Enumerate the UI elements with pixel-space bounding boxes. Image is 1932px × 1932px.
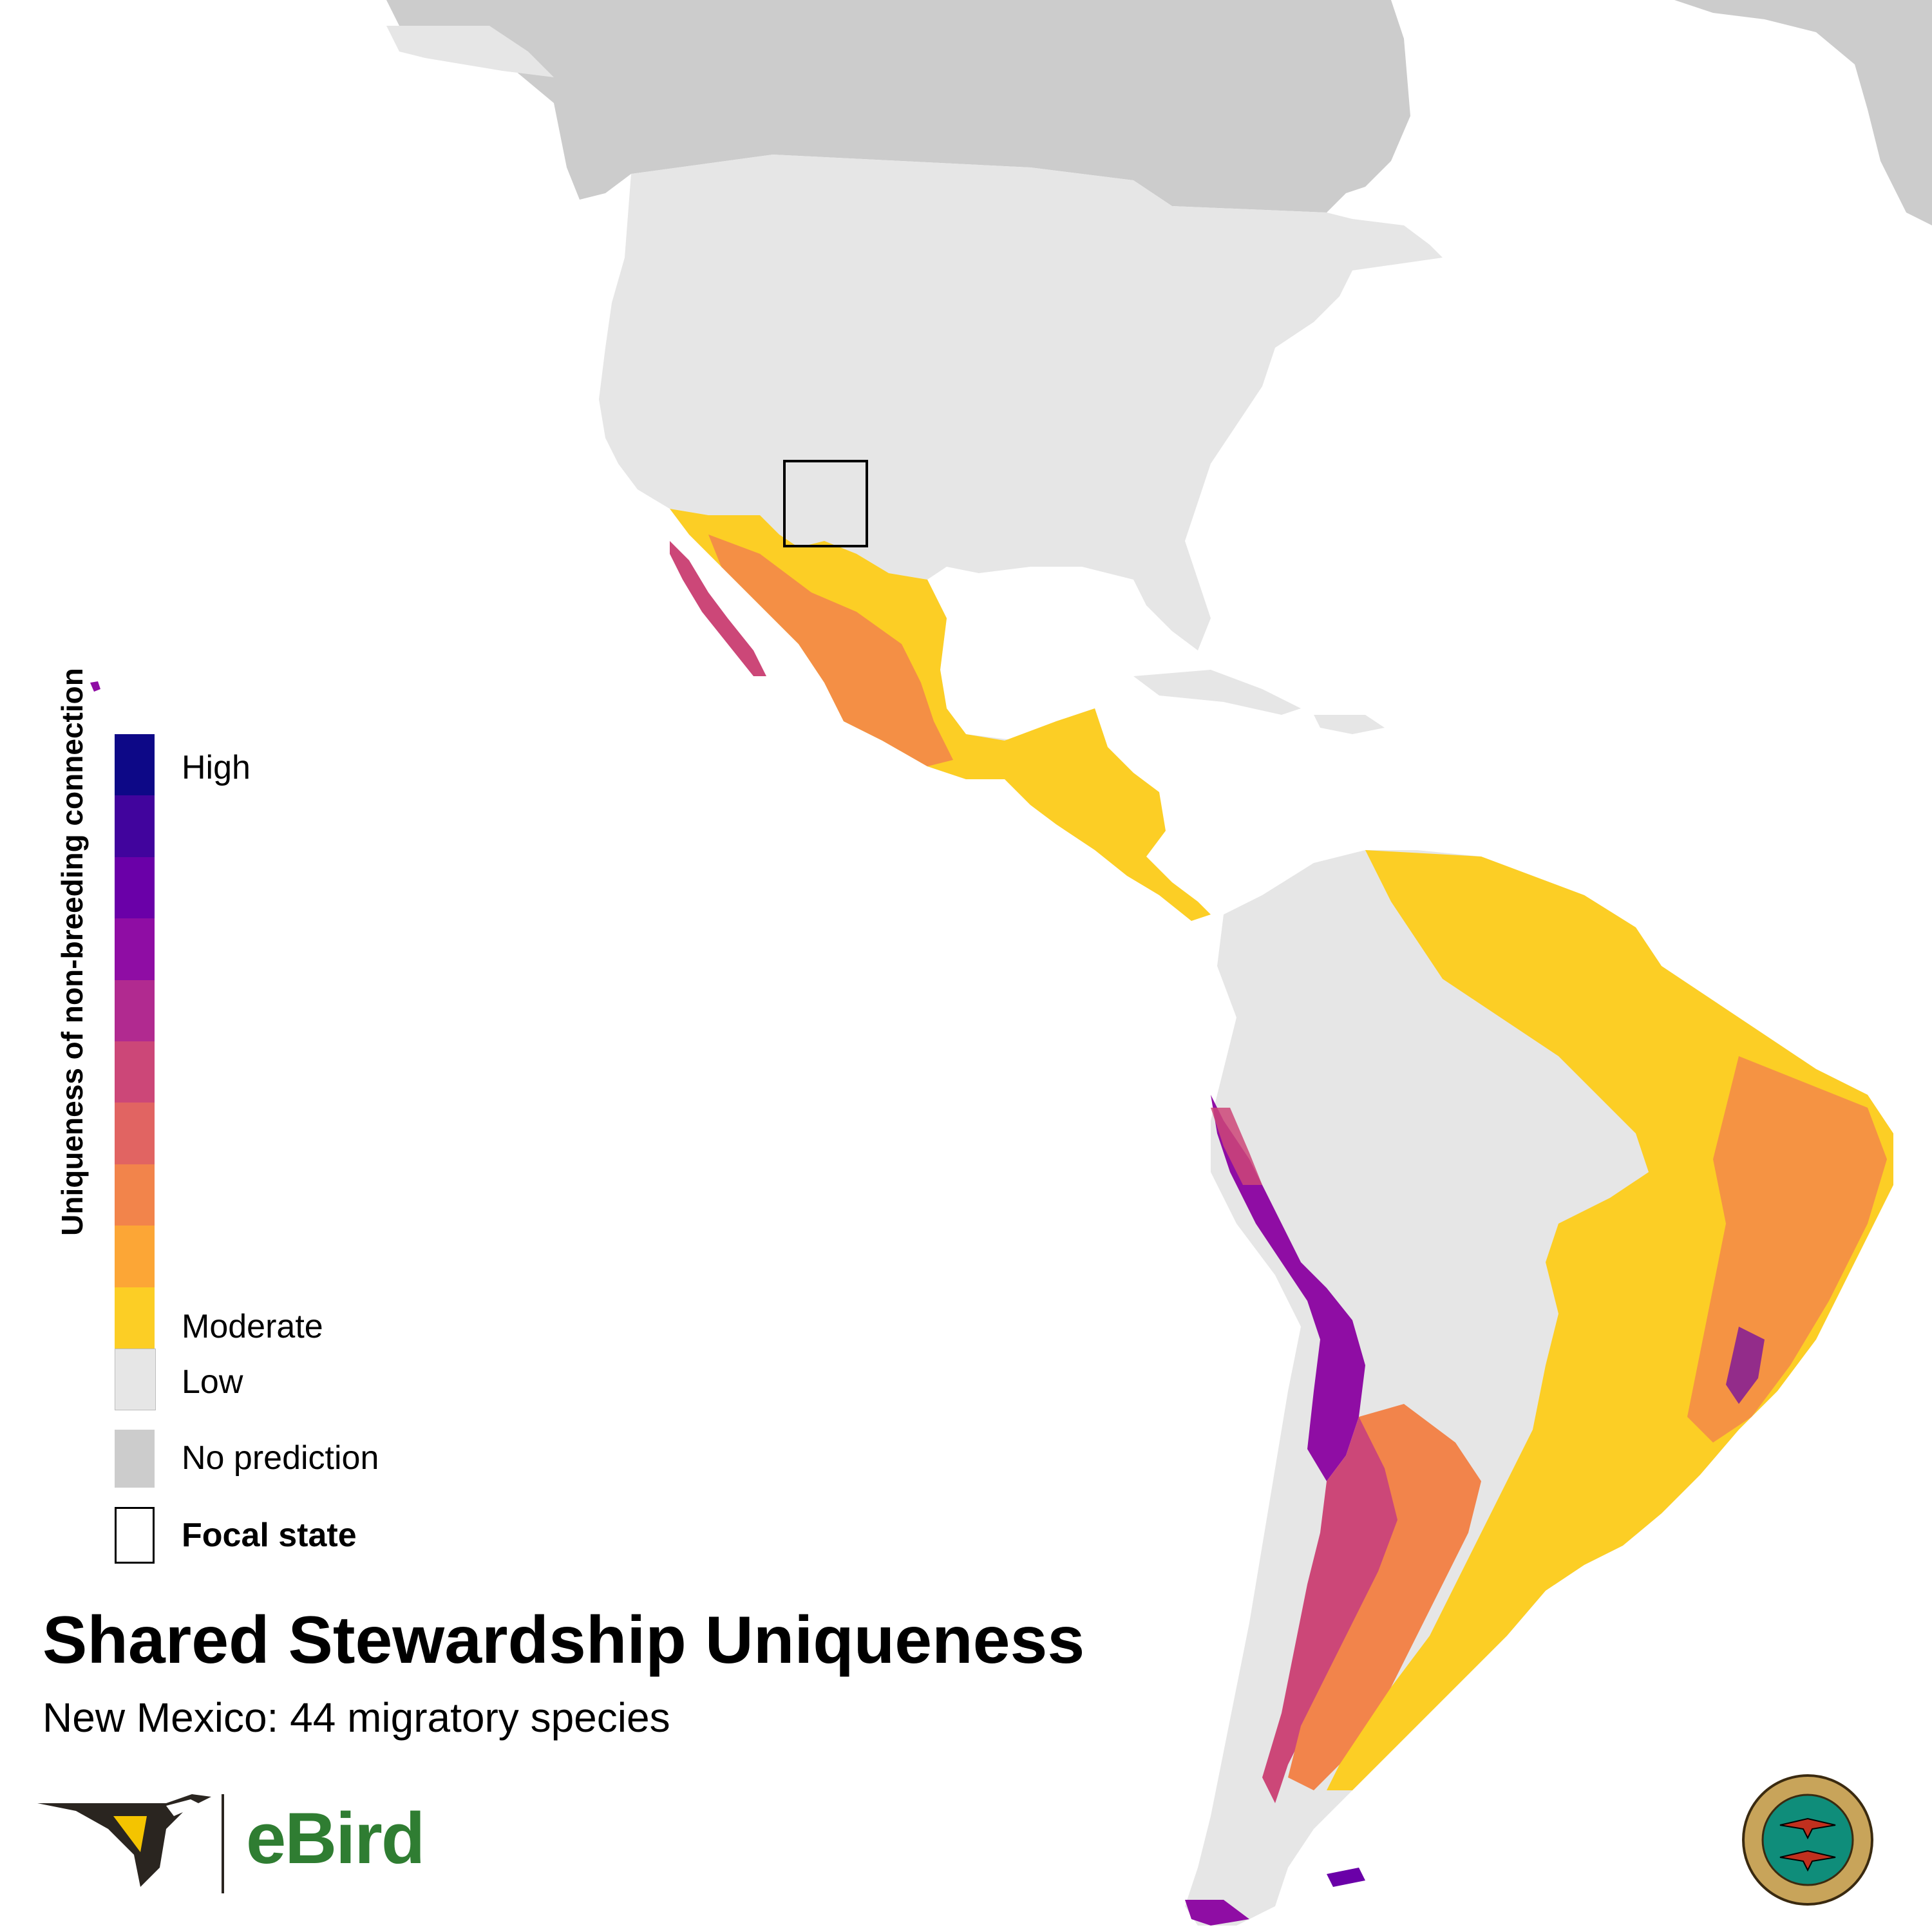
legend-gradient-step — [115, 918, 155, 981]
andes-purple — [1211, 1095, 1365, 1481]
legend-label-no-prediction: No prediction — [182, 1439, 379, 1477]
legend-gradient-step — [115, 1164, 155, 1227]
legend-gradient-step — [115, 1287, 155, 1349]
map-subtitle: New Mexico: 44 migratory species — [43, 1694, 670, 1741]
tierra-del-fuego — [1185, 1900, 1249, 1926]
baja-california — [670, 541, 766, 676]
legend-label-low: Low — [182, 1363, 243, 1401]
no-prediction-region-north — [386, 0, 1410, 213]
legend-label-high: High — [182, 749, 251, 786]
legend-gradient-step — [115, 1226, 155, 1288]
legend-swatch-focal-state — [115, 1507, 155, 1564]
legend-gradient-step — [115, 857, 155, 920]
legend-label-focal-state: Focal state — [182, 1517, 357, 1554]
legend-label-moderate: Moderate — [182, 1308, 323, 1345]
hispaniola — [1314, 715, 1385, 734]
legend-axis-title: Uniqueness of non-breeding connection — [55, 668, 89, 1236]
ebird-logo-icon — [37, 1794, 211, 1887]
andes-south-magenta — [1262, 1417, 1404, 1803]
focal-state-outline — [783, 460, 868, 547]
legend-gradient-step — [115, 1041, 155, 1104]
legend-swatch-no-prediction — [115, 1430, 155, 1488]
atlantic-forest-purple — [1726, 1327, 1765, 1404]
partners-in-flight-seal-icon — [1742, 1774, 1873, 1906]
argentina-orange — [1288, 1404, 1481, 1790]
ebird-logo-divider — [222, 1794, 224, 1893]
peru-coast — [1211, 1108, 1262, 1185]
mexico-orange — [708, 535, 953, 766]
alaska-low — [386, 26, 554, 77]
cuba — [1133, 670, 1301, 715]
north-america-land — [599, 155, 1443, 650]
legend-gradient-step — [115, 980, 155, 1042]
greenland-no-prediction — [1674, 0, 1932, 225]
falklands-purple — [1327, 1868, 1365, 1887]
central-america — [1005, 708, 1211, 921]
map-title: Shared Stewardship Uniqueness — [43, 1603, 1085, 1678]
legend-swatch-low — [115, 1349, 156, 1410]
hawaii-islands — [90, 681, 100, 692]
legend-gradient-step — [115, 795, 155, 858]
legend-gradient-step — [115, 734, 155, 797]
ebird-wordmark: eBird — [246, 1798, 425, 1879]
legend-gradient-step — [115, 1103, 155, 1165]
